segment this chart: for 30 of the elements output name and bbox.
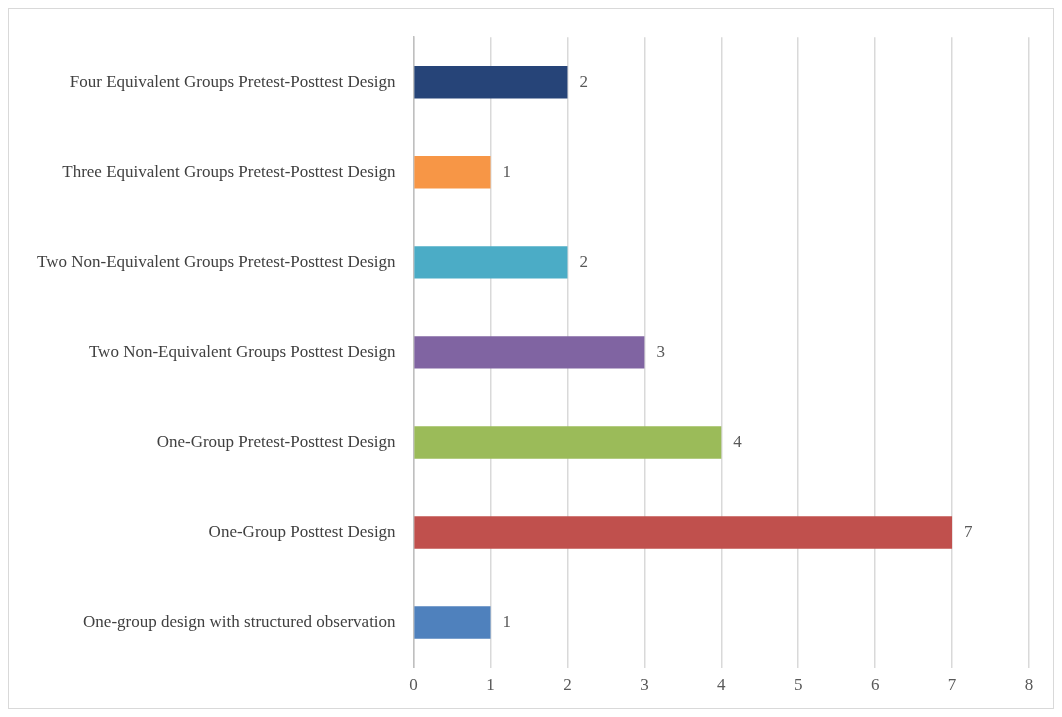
x-tick-label: 5: [793, 675, 803, 695]
bar: [414, 516, 953, 549]
x-tick-label: 4: [717, 675, 727, 695]
x-tick-label: 2: [563, 675, 572, 695]
bar: [414, 426, 722, 459]
bar: [414, 336, 645, 369]
bar: [414, 156, 491, 189]
data-label: 1: [502, 161, 512, 181]
x-tick-label: 1: [486, 675, 495, 695]
data-label: 1: [502, 612, 512, 632]
data-label: 3: [656, 341, 665, 361]
y-tick-label: Two Non-Equivalent Groups Posttest Design: [88, 341, 397, 361]
y-tick-label: One-Group Posttest Design: [208, 521, 397, 541]
data-label: 2: [579, 251, 588, 271]
x-tick-label: 6: [870, 675, 880, 695]
bar: [414, 606, 491, 639]
y-tick-label: Two Non-Equivalent Groups Pretest-Posttest Design: [36, 251, 397, 271]
bar: [414, 66, 568, 99]
y-tick-label: Three Equivalent Groups Pretest-Posttest Design: [62, 161, 397, 181]
x-tick-label: 7: [947, 675, 957, 695]
data-label: 4: [733, 431, 743, 451]
data-label: 2: [579, 71, 588, 91]
y-tick-label: One-Group Pretest-Posttest Design: [156, 431, 397, 451]
y-tick-label: Four Equivalent Groups Pretest-Posttest Design: [69, 71, 397, 91]
x-tick-label: 8: [1024, 675, 1034, 695]
x-tick-label: 3: [640, 675, 649, 695]
y-tick-label: One-group design with structured observation: [83, 612, 397, 632]
data-label: 7: [964, 521, 974, 541]
bar: [414, 246, 568, 279]
x-tick-label: 0: [409, 675, 418, 695]
